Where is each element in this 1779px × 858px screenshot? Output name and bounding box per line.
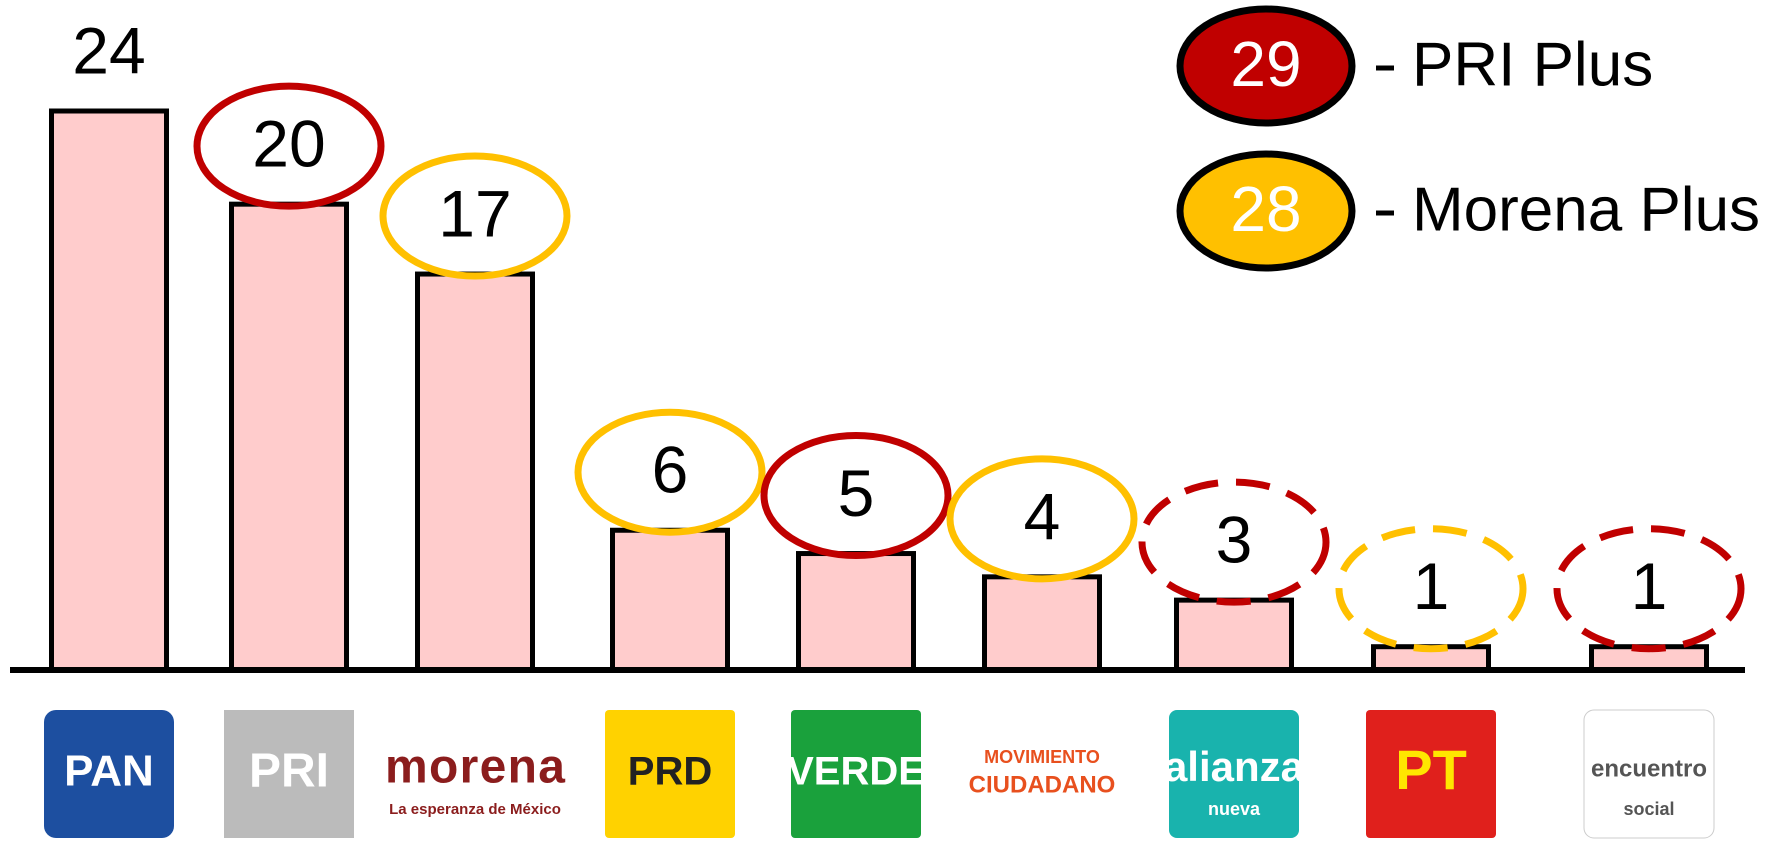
party-logo (605, 710, 735, 838)
data-label: 20 (252, 107, 325, 181)
group-ring (574, 408, 766, 536)
legend-name: Morena Plus (1412, 175, 1760, 244)
category-label: CIUDADANO (969, 771, 1116, 798)
data-label: 3 (1216, 503, 1253, 577)
group-ring (193, 82, 385, 210)
party-logo (1169, 710, 1299, 838)
bar (415, 271, 535, 673)
data-label: 17 (438, 176, 511, 250)
bar (610, 527, 730, 673)
legend-value: 29 (1230, 28, 1301, 100)
category-label: PRI (249, 745, 329, 798)
bar (1174, 597, 1294, 673)
party-logo (1366, 710, 1496, 838)
category-label: morena (385, 741, 565, 794)
party-logo (224, 710, 354, 838)
data-label: 5 (838, 456, 875, 530)
legend-swatch (1176, 5, 1356, 127)
data-label: 4 (1024, 479, 1061, 553)
party-logo (44, 710, 174, 838)
category-label: alianza (1164, 743, 1305, 790)
category-label: PAN (64, 747, 154, 796)
category-label: PRD (628, 750, 712, 794)
category-tagline: nueva (1208, 799, 1261, 819)
data-label: 24 (72, 13, 145, 87)
legend-swatch (1176, 150, 1356, 272)
category-tagline: MOVIMIENTO (984, 747, 1100, 767)
data-label: 1 (1631, 549, 1668, 623)
bar (982, 574, 1102, 673)
bar (229, 201, 349, 673)
data-label: 1 (1413, 549, 1450, 623)
group-ring (379, 152, 571, 280)
category-label: PT (1395, 738, 1467, 801)
group-ring (946, 455, 1138, 583)
category-label: encuentro (1591, 755, 1707, 782)
party-logo (791, 710, 921, 838)
bar (49, 108, 169, 673)
bar (796, 551, 916, 673)
category-tagline: La esperanza de México (389, 801, 561, 818)
legend-value: 28 (1230, 173, 1301, 245)
category-label: VERDE (787, 750, 925, 794)
group-ring (760, 432, 952, 560)
group-ring (1553, 525, 1745, 653)
category-tagline: social (1623, 799, 1674, 819)
group-ring (1335, 525, 1527, 653)
group-ring (1138, 478, 1330, 606)
data-label: 6 (652, 433, 689, 507)
party-logo (1583, 709, 1715, 839)
legend-name: PRI Plus (1412, 30, 1653, 99)
